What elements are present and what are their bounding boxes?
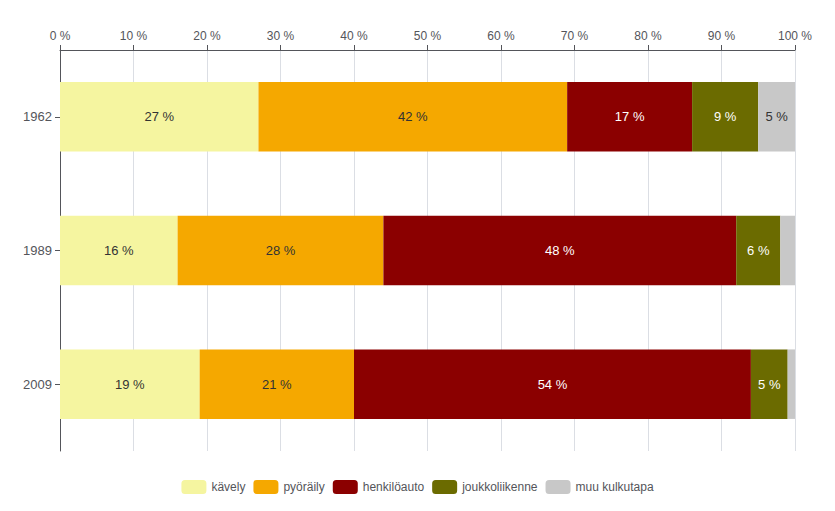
svg-text:19 %: 19 %	[115, 377, 145, 392]
svg-text:30 %: 30 %	[267, 29, 295, 43]
svg-text:kävely: kävely	[211, 480, 245, 494]
svg-text:2009: 2009	[23, 377, 52, 392]
svg-text:20 %: 20 %	[193, 29, 221, 43]
svg-text:100 %: 100 %	[778, 29, 812, 43]
svg-text:5 %: 5 %	[765, 109, 788, 124]
svg-text:27 %: 27 %	[144, 109, 174, 124]
svg-text:80 %: 80 %	[634, 29, 662, 43]
svg-text:50 %: 50 %	[414, 29, 442, 43]
svg-text:28 %: 28 %	[266, 243, 296, 258]
svg-text:17 %: 17 %	[615, 109, 645, 124]
svg-text:1989: 1989	[23, 243, 52, 258]
svg-text:9 %: 9 %	[714, 109, 737, 124]
svg-text:16 %: 16 %	[104, 243, 134, 258]
svg-text:5 %: 5 %	[758, 377, 781, 392]
svg-text:60 %: 60 %	[487, 29, 515, 43]
svg-text:henkilöauto: henkilöauto	[363, 480, 425, 494]
svg-text:10 %: 10 %	[120, 29, 148, 43]
svg-text:pyöräily: pyöräily	[283, 480, 324, 494]
svg-text:90 %: 90 %	[708, 29, 736, 43]
svg-text:70 %: 70 %	[561, 29, 589, 43]
svg-text:54 %: 54 %	[538, 377, 568, 392]
svg-text:0 %: 0 %	[50, 29, 71, 43]
svg-text:6 %: 6 %	[747, 243, 770, 258]
svg-text:42 %: 42 %	[398, 109, 428, 124]
svg-text:joukkoliikenne: joukkoliikenne	[461, 480, 538, 494]
svg-text:muu kulkutapa: muu kulkutapa	[576, 480, 654, 494]
svg-text:40 %: 40 %	[340, 29, 368, 43]
svg-text:1962: 1962	[23, 109, 52, 124]
svg-text:48 %: 48 %	[545, 243, 575, 258]
svg-text:21 %: 21 %	[262, 377, 292, 392]
